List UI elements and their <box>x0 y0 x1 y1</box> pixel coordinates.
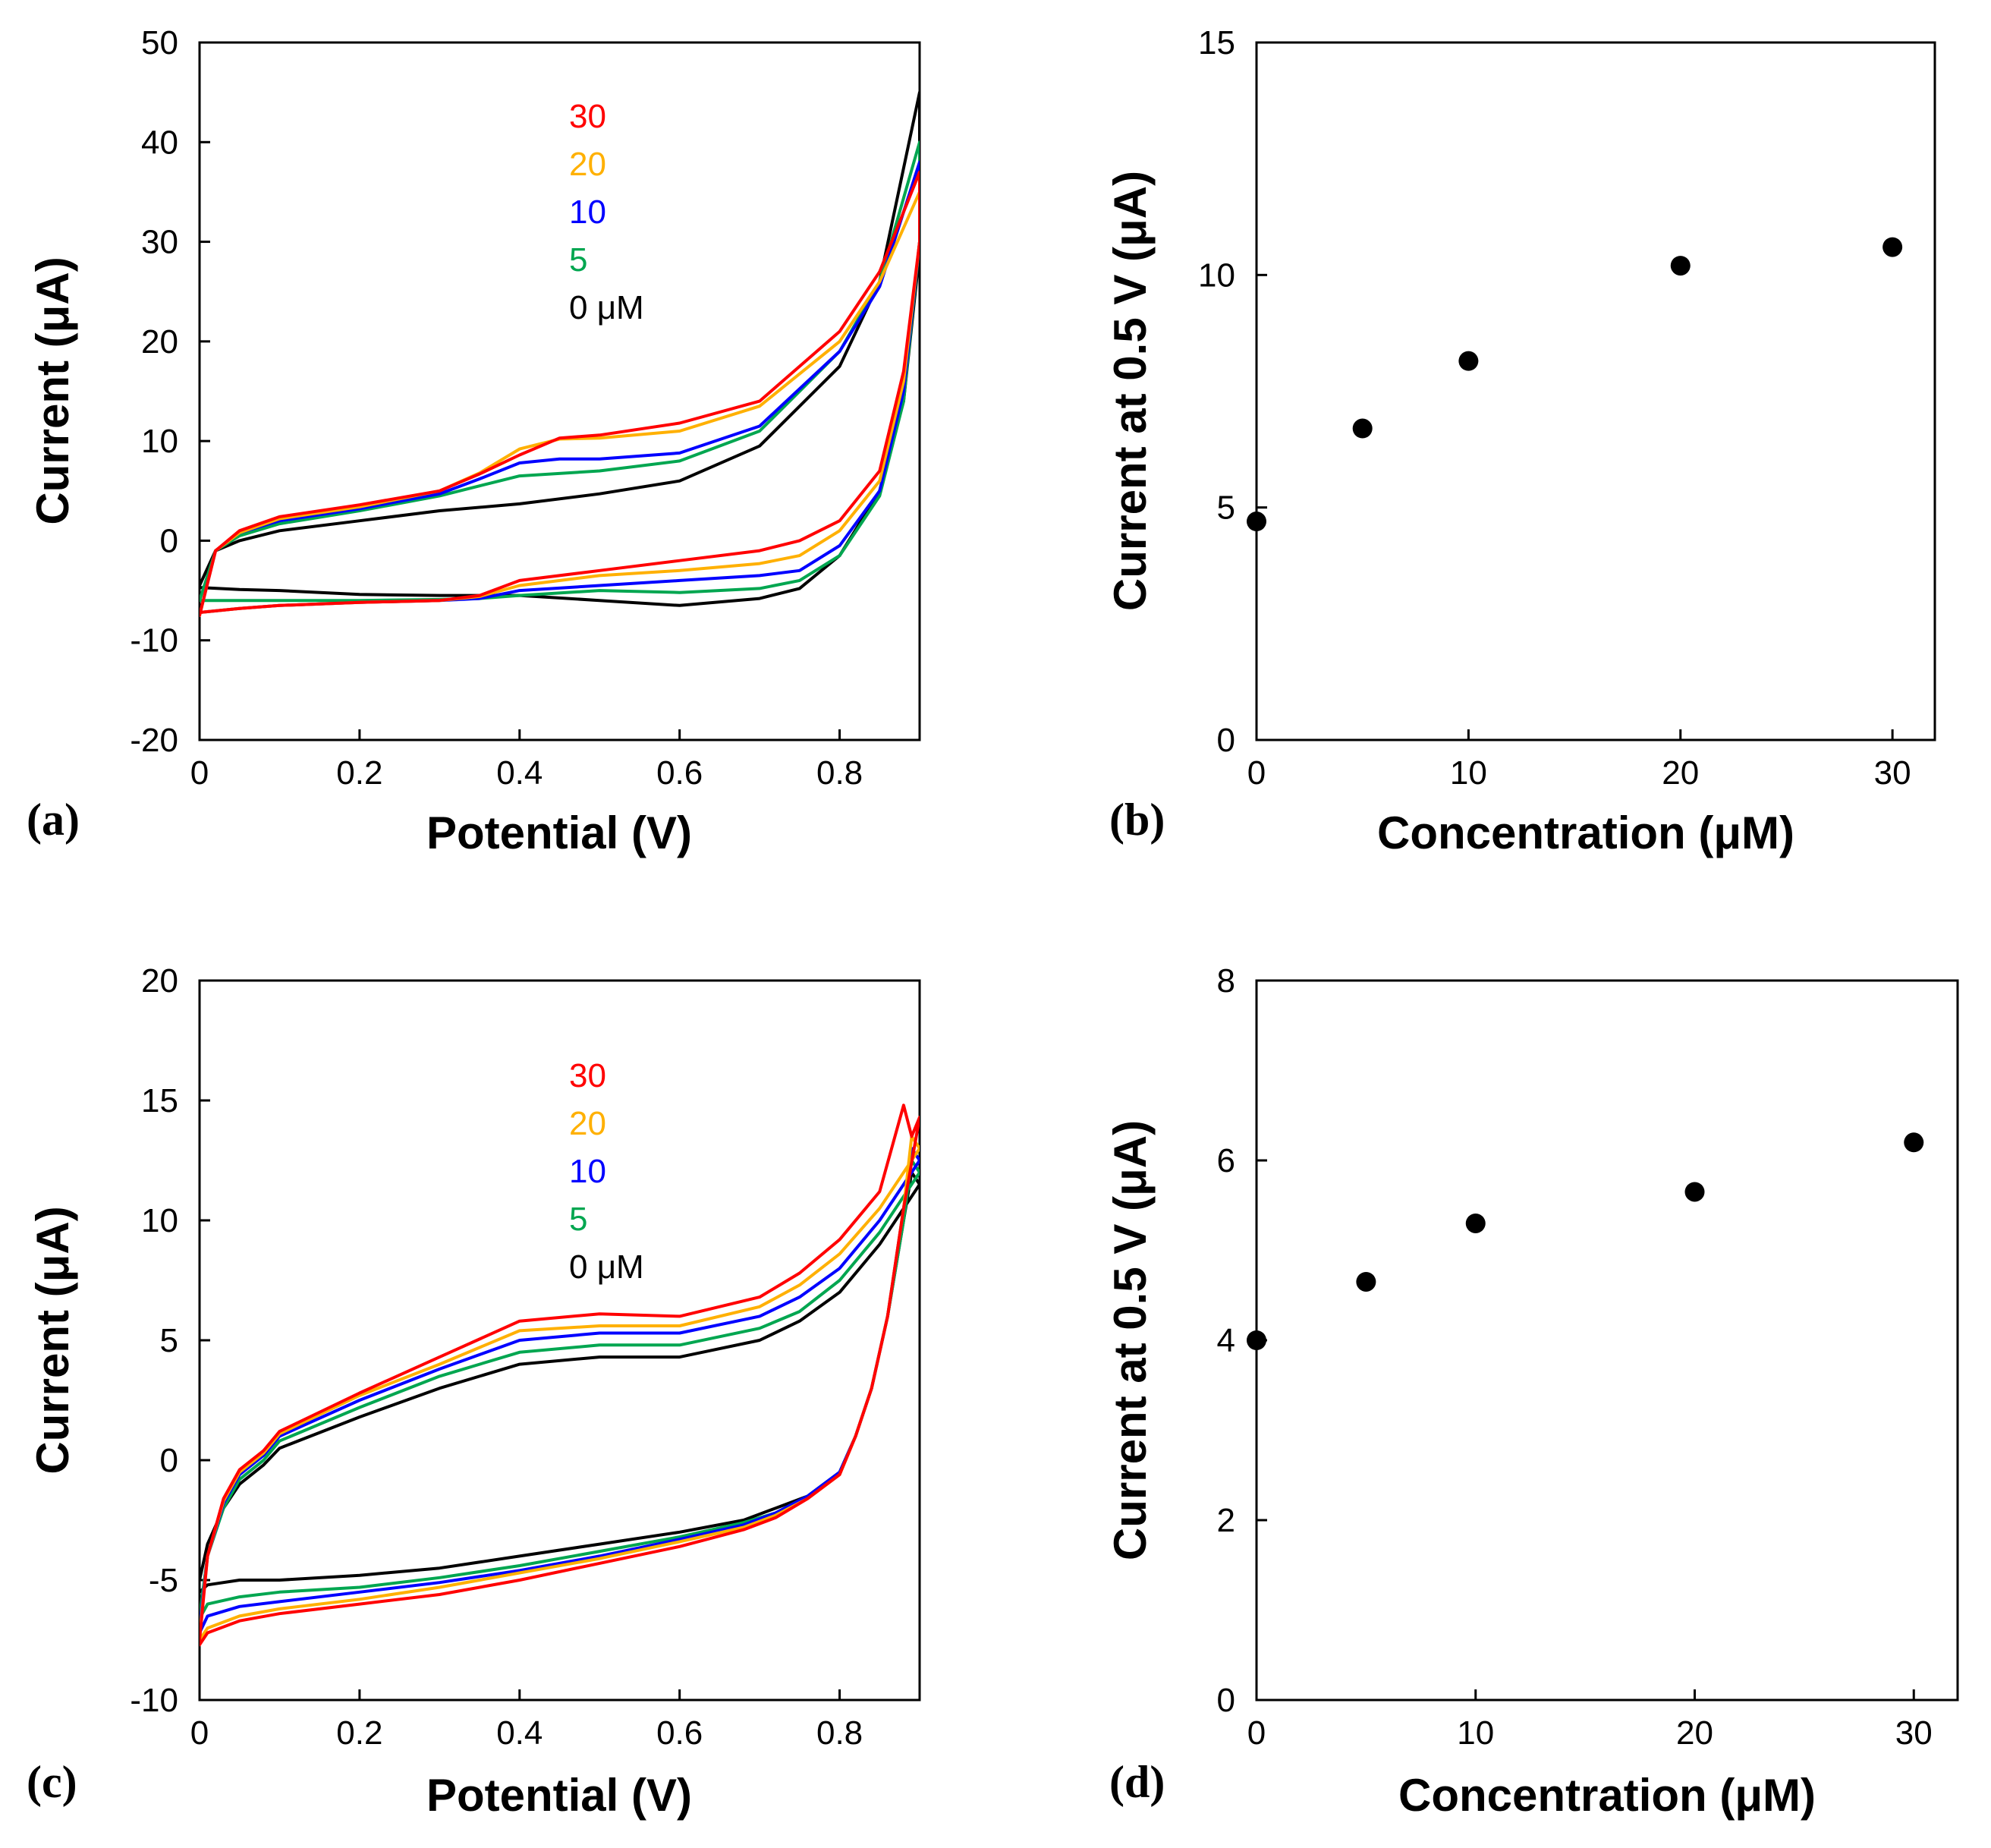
data-point <box>1465 1213 1486 1233</box>
x-tick-label: 20 <box>1662 754 1699 792</box>
x-axis-title: Potential (V) <box>426 1770 692 1821</box>
y-tick-label: 10 <box>1198 257 1235 294</box>
x-axis-title: Concentration (μM) <box>1377 808 1794 858</box>
y-tick-label: 0 <box>1217 722 1235 759</box>
y-tick-label: 15 <box>141 1082 178 1119</box>
series-line-0m <box>200 1170 920 1594</box>
data-point <box>1247 512 1266 532</box>
y-tick-label: 30 <box>141 224 178 261</box>
x-tick-label: 0.4 <box>496 754 543 792</box>
series-line-20 <box>200 1135 920 1642</box>
series-line-10 <box>200 1147 920 1635</box>
chart-panel-c: 0 0.2 0.4 0.6 0.8 -10 -5 0 5 10 15 20 Potential (V) C… <box>27 962 921 1821</box>
x-tick-label: 10 <box>1457 1714 1494 1752</box>
legend-entry: 20 <box>569 1105 606 1142</box>
plot-frame <box>1255 979 1959 1702</box>
legend-entry: 30 <box>569 98 606 135</box>
y-tick-label: 8 <box>1217 962 1235 1000</box>
plot-frame <box>1255 41 1936 741</box>
y-tick-label: -10 <box>130 622 178 660</box>
data-point <box>1352 418 1373 439</box>
legend-entry: 5 <box>569 1201 587 1238</box>
y-tick-label: 20 <box>141 962 178 1000</box>
data-point <box>1458 351 1479 371</box>
legend-entry: 20 <box>569 146 606 183</box>
y-tick-label: 0 <box>160 522 178 559</box>
panel-label: (a) <box>27 795 80 845</box>
legend-entry: 5 <box>569 241 587 279</box>
data-point <box>1882 237 1903 257</box>
panel-label: (d) <box>1109 1757 1165 1807</box>
y-tick-label: 0 <box>1217 1682 1235 1719</box>
y-tick-label: 15 <box>1198 24 1235 61</box>
data-lines <box>200 90 920 617</box>
y-tick-label: 6 <box>1217 1142 1235 1179</box>
y-tick-label: 20 <box>141 323 178 360</box>
y-tick-label: 50 <box>141 24 178 61</box>
data-point <box>1247 1330 1266 1350</box>
chart-panel-b: 0 10 20 30 0 5 10 15 Concentration (μM) Current a… <box>1105 24 1936 858</box>
x-tick-label: 0.8 <box>816 1714 863 1752</box>
x-axis-title: Potential (V) <box>426 808 692 858</box>
plot-frame <box>198 41 921 741</box>
panel-label: (c) <box>27 1757 77 1807</box>
series-line-20 <box>200 190 920 617</box>
x-tick-label: 0 <box>1247 1714 1266 1752</box>
x-tick-label: 10 <box>1450 754 1487 792</box>
chart-panel-a: 0 0.2 0.4 0.6 0.8 -20 -10 0 10 20 30 40 50 Potential … <box>27 24 921 858</box>
y-axis-title: Current at 0.5 V (μA) <box>1105 171 1156 611</box>
x-tick-label: 0 <box>190 754 209 792</box>
legend-entry: 0 μM <box>569 1248 644 1286</box>
data-point <box>1904 1132 1924 1153</box>
x-tick-label: 0.4 <box>496 1714 543 1752</box>
series-line-10 <box>200 160 920 617</box>
legend-entry: 0 μM <box>569 289 644 326</box>
x-tick-label: 0 <box>190 1714 209 1752</box>
series-line-0m <box>200 90 920 607</box>
y-tick-label: 2 <box>1217 1502 1235 1539</box>
series-line-30 <box>200 170 920 617</box>
y-tick-label: 4 <box>1217 1322 1235 1359</box>
data-point <box>1684 1182 1705 1202</box>
x-axis-title: Concentration (μM) <box>1398 1770 1816 1821</box>
y-axis-title: Current at 0.5 V (μA) <box>1105 1120 1156 1560</box>
series-line-5 <box>200 140 920 603</box>
chart-panel-d: 0 10 20 30 0 2 4 6 8 Concentration (μM) Current at… <box>1105 962 1959 1821</box>
series-line-30 <box>200 1103 920 1647</box>
data-point <box>1356 1271 1376 1292</box>
x-tick-label: 0.6 <box>656 754 703 792</box>
y-tick-label: -10 <box>130 1682 178 1719</box>
x-tick-label: 0.6 <box>656 1714 703 1752</box>
plot-frame <box>198 979 921 1702</box>
x-tick-label: 30 <box>1874 754 1911 792</box>
y-tick-label: 5 <box>160 1322 178 1359</box>
x-tick-label: 0.8 <box>816 754 863 792</box>
x-tick-label: 20 <box>1676 1714 1713 1752</box>
y-tick-label: 0 <box>160 1442 178 1479</box>
x-tick-label: 30 <box>1895 1714 1933 1752</box>
y-tick-label: -20 <box>130 722 178 759</box>
x-tick-label: 0.2 <box>336 1714 382 1752</box>
panel-label: (b) <box>1109 795 1165 845</box>
data-lines <box>200 1103 920 1647</box>
x-tick-label: 0.2 <box>336 754 382 792</box>
y-axis-title: Current (μA) <box>27 1206 78 1474</box>
y-tick-label: -5 <box>149 1562 178 1599</box>
y-axis-title: Current (μA) <box>27 257 78 524</box>
y-tick-label: 10 <box>141 423 178 460</box>
y-tick-label: 10 <box>141 1202 178 1239</box>
y-tick-label: 40 <box>141 124 178 161</box>
x-tick-label: 0 <box>1247 754 1266 792</box>
y-tick-label: 5 <box>1217 490 1235 527</box>
legend-entry: 10 <box>569 194 606 231</box>
data-point <box>1670 256 1691 276</box>
legend-entry: 10 <box>569 1153 606 1190</box>
legend-entry: 30 <box>569 1057 606 1094</box>
